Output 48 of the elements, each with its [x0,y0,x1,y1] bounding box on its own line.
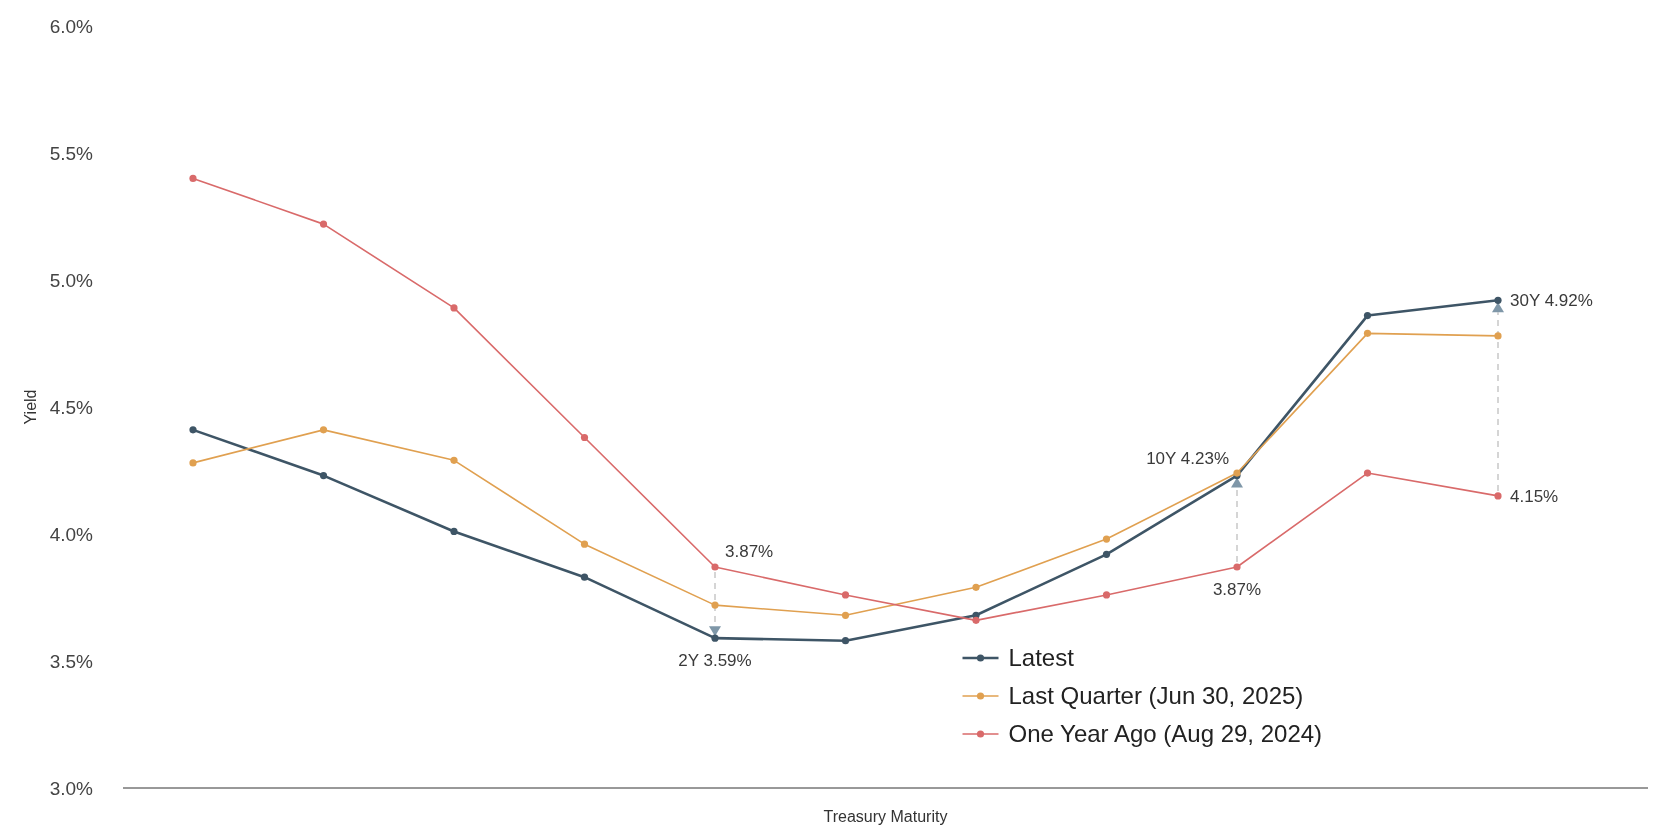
legend-label: Last Quarter (Jun 30, 2025) [1008,682,1304,710]
point [972,583,980,591]
data-label: 3.87% [725,542,774,562]
point [711,601,719,609]
point [450,527,458,536]
point [580,573,589,581]
point [711,634,719,642]
point [1363,469,1372,477]
point [1102,550,1111,558]
x-axis-title: Treasury Maturity [823,808,948,825]
point [1233,563,1241,571]
point [841,591,850,599]
data-label: 4.15% [1510,486,1559,506]
legend-label: Latest [1008,644,1075,672]
y-tick-label: 6.0% [49,15,94,37]
point [319,426,328,434]
y-tick-label: 4.0% [49,523,94,545]
data-label: 30Y 4.92% [1510,291,1593,311]
point [580,433,589,442]
data-label: 3.87% [1212,580,1262,600]
point [1494,296,1502,304]
y-tick-label: 3.5% [49,650,94,672]
point [711,563,719,571]
y-tick-label: 4.5% [49,396,94,418]
point [1102,535,1111,543]
point [319,471,328,480]
data-label: 10Y 4.23% [1146,448,1229,468]
point [189,426,197,434]
y-tick-label: 5.0% [49,269,94,291]
point [580,540,589,548]
data-label: 2Y 3.59% [678,651,752,671]
point [1363,311,1372,320]
point [319,220,328,228]
y-tick-label: 5.5% [49,142,94,164]
point [450,456,458,464]
point [1494,492,1502,500]
point [841,637,850,645]
point [1494,332,1502,340]
point [450,304,458,312]
point [1102,591,1111,599]
y-axis-title: Yield [22,389,39,425]
legend-label: One Year Ago (Aug 29, 2024) [1008,720,1323,748]
point [189,459,197,467]
point [841,611,850,619]
point [189,174,197,182]
point [1363,329,1372,337]
point [972,616,980,624]
y-tick-label: 3.0% [49,777,94,799]
